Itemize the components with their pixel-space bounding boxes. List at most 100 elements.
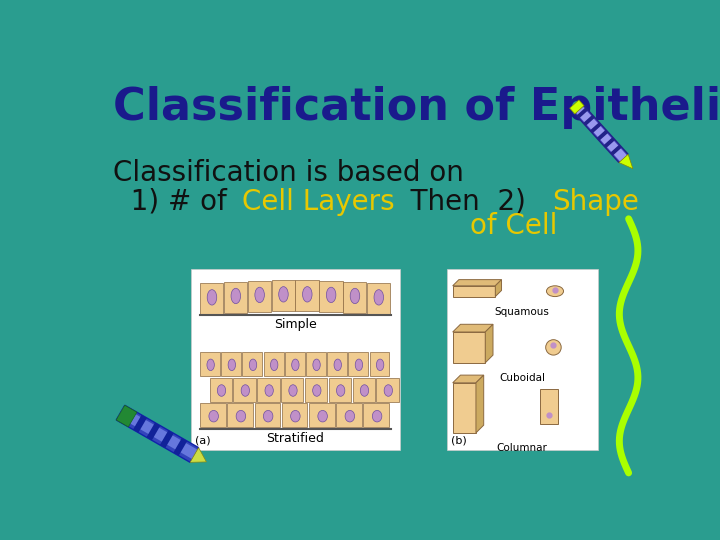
Ellipse shape bbox=[374, 289, 384, 305]
Bar bbox=[210, 377, 232, 402]
Polygon shape bbox=[453, 375, 484, 383]
Bar bbox=[539, 389, 558, 424]
Ellipse shape bbox=[217, 384, 225, 396]
Ellipse shape bbox=[279, 287, 288, 302]
Bar bbox=[221, 352, 241, 376]
Ellipse shape bbox=[312, 384, 321, 396]
Bar bbox=[309, 403, 335, 428]
Ellipse shape bbox=[255, 287, 264, 302]
Ellipse shape bbox=[236, 410, 246, 422]
Bar bbox=[329, 377, 351, 402]
Ellipse shape bbox=[372, 410, 382, 422]
Bar bbox=[271, 280, 295, 311]
Bar bbox=[200, 403, 225, 428]
Ellipse shape bbox=[228, 359, 235, 370]
Bar bbox=[327, 352, 347, 376]
Bar bbox=[118, 407, 197, 459]
Ellipse shape bbox=[289, 384, 297, 396]
Ellipse shape bbox=[241, 384, 250, 396]
Bar bbox=[200, 284, 223, 314]
Bar bbox=[603, 137, 615, 148]
Bar bbox=[120, 407, 133, 425]
Bar bbox=[174, 438, 187, 456]
Text: (a): (a) bbox=[195, 436, 211, 446]
Ellipse shape bbox=[302, 287, 312, 302]
Bar bbox=[453, 286, 495, 296]
Bar bbox=[233, 377, 256, 402]
Bar bbox=[282, 403, 307, 428]
Text: Cell Layers: Cell Layers bbox=[243, 188, 395, 216]
Bar bbox=[575, 106, 628, 163]
Ellipse shape bbox=[334, 359, 341, 370]
Text: Shape: Shape bbox=[552, 188, 639, 216]
Bar bbox=[343, 282, 366, 313]
Polygon shape bbox=[453, 325, 493, 332]
Bar bbox=[306, 352, 326, 376]
Ellipse shape bbox=[546, 286, 564, 296]
Bar bbox=[224, 282, 247, 313]
Bar bbox=[248, 281, 271, 312]
Bar bbox=[191, 269, 400, 450]
Text: Then  2): Then 2) bbox=[384, 188, 544, 216]
Polygon shape bbox=[476, 375, 484, 433]
Bar bbox=[348, 352, 368, 376]
Bar bbox=[243, 352, 262, 376]
Ellipse shape bbox=[292, 359, 299, 370]
Bar bbox=[336, 403, 362, 428]
Bar bbox=[377, 377, 399, 402]
Polygon shape bbox=[495, 280, 502, 296]
Ellipse shape bbox=[207, 359, 215, 370]
Ellipse shape bbox=[355, 359, 363, 370]
Ellipse shape bbox=[345, 410, 355, 422]
Ellipse shape bbox=[264, 410, 273, 422]
Text: Columnar: Columnar bbox=[497, 443, 547, 453]
Bar bbox=[353, 377, 375, 402]
Bar bbox=[453, 383, 476, 433]
Ellipse shape bbox=[313, 359, 320, 370]
Bar bbox=[146, 423, 161, 440]
Ellipse shape bbox=[231, 288, 240, 303]
Bar bbox=[264, 352, 284, 376]
Text: Classification of Epithelium: Classification of Epithelium bbox=[113, 86, 720, 129]
Text: Simple: Simple bbox=[274, 318, 317, 331]
Bar bbox=[228, 403, 253, 428]
Bar bbox=[590, 122, 602, 133]
Bar bbox=[257, 377, 279, 402]
Ellipse shape bbox=[271, 359, 278, 370]
Bar bbox=[364, 403, 389, 428]
Text: of Cell: of Cell bbox=[469, 213, 557, 240]
Text: Classification is based on: Classification is based on bbox=[113, 159, 464, 187]
Text: Stratified: Stratified bbox=[266, 432, 324, 445]
Text: Cuboidal: Cuboidal bbox=[499, 373, 545, 383]
Ellipse shape bbox=[207, 289, 217, 305]
Bar bbox=[160, 430, 174, 448]
Bar bbox=[367, 284, 390, 314]
Bar bbox=[576, 107, 627, 161]
Bar bbox=[583, 115, 595, 126]
Bar bbox=[570, 100, 584, 114]
Bar bbox=[116, 406, 199, 462]
Polygon shape bbox=[190, 448, 207, 462]
Bar bbox=[255, 403, 280, 428]
Bar bbox=[200, 352, 220, 376]
Ellipse shape bbox=[249, 359, 257, 370]
Ellipse shape bbox=[318, 410, 328, 422]
Ellipse shape bbox=[546, 340, 561, 355]
Ellipse shape bbox=[350, 288, 360, 303]
Ellipse shape bbox=[384, 384, 392, 396]
Text: (b): (b) bbox=[451, 436, 467, 446]
Polygon shape bbox=[485, 325, 493, 363]
Bar bbox=[285, 352, 305, 376]
Bar bbox=[305, 377, 328, 402]
Ellipse shape bbox=[336, 384, 345, 396]
Bar bbox=[116, 406, 137, 427]
Bar bbox=[610, 145, 622, 156]
Ellipse shape bbox=[209, 410, 218, 422]
Bar bbox=[319, 281, 343, 312]
Text: Squamous: Squamous bbox=[495, 307, 549, 318]
Bar bbox=[133, 415, 147, 433]
Ellipse shape bbox=[377, 359, 384, 370]
Bar bbox=[453, 332, 485, 363]
Text: 1) # of: 1) # of bbox=[113, 188, 236, 216]
Ellipse shape bbox=[291, 410, 300, 422]
